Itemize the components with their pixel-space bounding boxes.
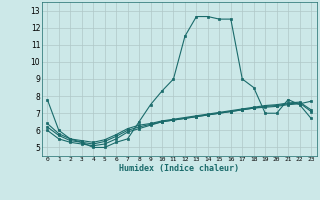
X-axis label: Humidex (Indice chaleur): Humidex (Indice chaleur) <box>119 164 239 173</box>
